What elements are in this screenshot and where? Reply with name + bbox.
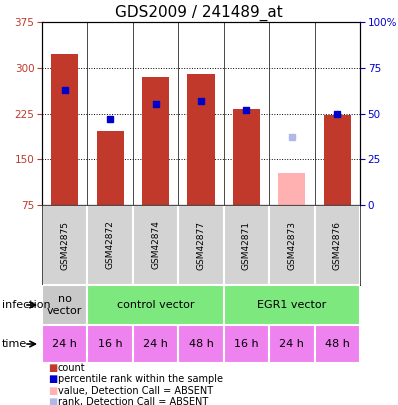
Bar [96, 130, 124, 205]
Bar [224, 285, 360, 325]
Text: 24 h: 24 h [279, 339, 304, 349]
Bar [51, 54, 78, 205]
Bar [314, 205, 360, 285]
Bar [42, 205, 88, 285]
Text: no
vector: no vector [47, 294, 82, 316]
Bar [42, 325, 88, 363]
Bar [187, 75, 215, 205]
Bar [88, 325, 133, 363]
Text: 16 h: 16 h [98, 339, 123, 349]
Text: ■: ■ [48, 397, 57, 405]
Bar [88, 285, 224, 325]
Bar [142, 77, 169, 205]
Bar [178, 325, 224, 363]
Bar [324, 115, 351, 205]
Text: 48 h: 48 h [189, 339, 213, 349]
Text: GSM42872: GSM42872 [105, 221, 115, 269]
Text: value, Detection Call = ABSENT: value, Detection Call = ABSENT [58, 386, 213, 396]
Text: 24 h: 24 h [52, 339, 77, 349]
Text: EGR1 vector: EGR1 vector [257, 300, 326, 310]
Text: ■: ■ [48, 363, 57, 373]
Text: GSM42874: GSM42874 [151, 221, 160, 269]
Text: GSM42875: GSM42875 [60, 220, 69, 269]
Bar [42, 285, 88, 325]
Bar [314, 325, 360, 363]
Text: 16 h: 16 h [234, 339, 259, 349]
Text: ■: ■ [48, 386, 57, 396]
Text: count: count [58, 363, 86, 373]
Text: time: time [2, 339, 27, 349]
Text: GSM42877: GSM42877 [197, 220, 205, 269]
Text: 24 h: 24 h [143, 339, 168, 349]
Bar [233, 109, 260, 205]
Text: percentile rank within the sample: percentile rank within the sample [58, 374, 223, 384]
Bar [88, 205, 133, 285]
Text: infection: infection [2, 300, 51, 310]
Bar [178, 205, 224, 285]
Bar [133, 325, 178, 363]
Text: GDS2009 / 241489_at: GDS2009 / 241489_at [115, 5, 283, 21]
Text: ■: ■ [48, 374, 57, 384]
Text: GSM42873: GSM42873 [287, 220, 297, 269]
Bar [224, 325, 269, 363]
Bar [133, 205, 178, 285]
Bar [224, 205, 269, 285]
Text: 48 h: 48 h [325, 339, 350, 349]
Bar [269, 325, 314, 363]
Text: rank, Detection Call = ABSENT: rank, Detection Call = ABSENT [58, 397, 208, 405]
Text: GSM42876: GSM42876 [333, 220, 342, 269]
Text: GSM42871: GSM42871 [242, 220, 251, 269]
Bar [269, 205, 314, 285]
Text: control vector: control vector [117, 300, 194, 310]
Bar [278, 173, 306, 205]
